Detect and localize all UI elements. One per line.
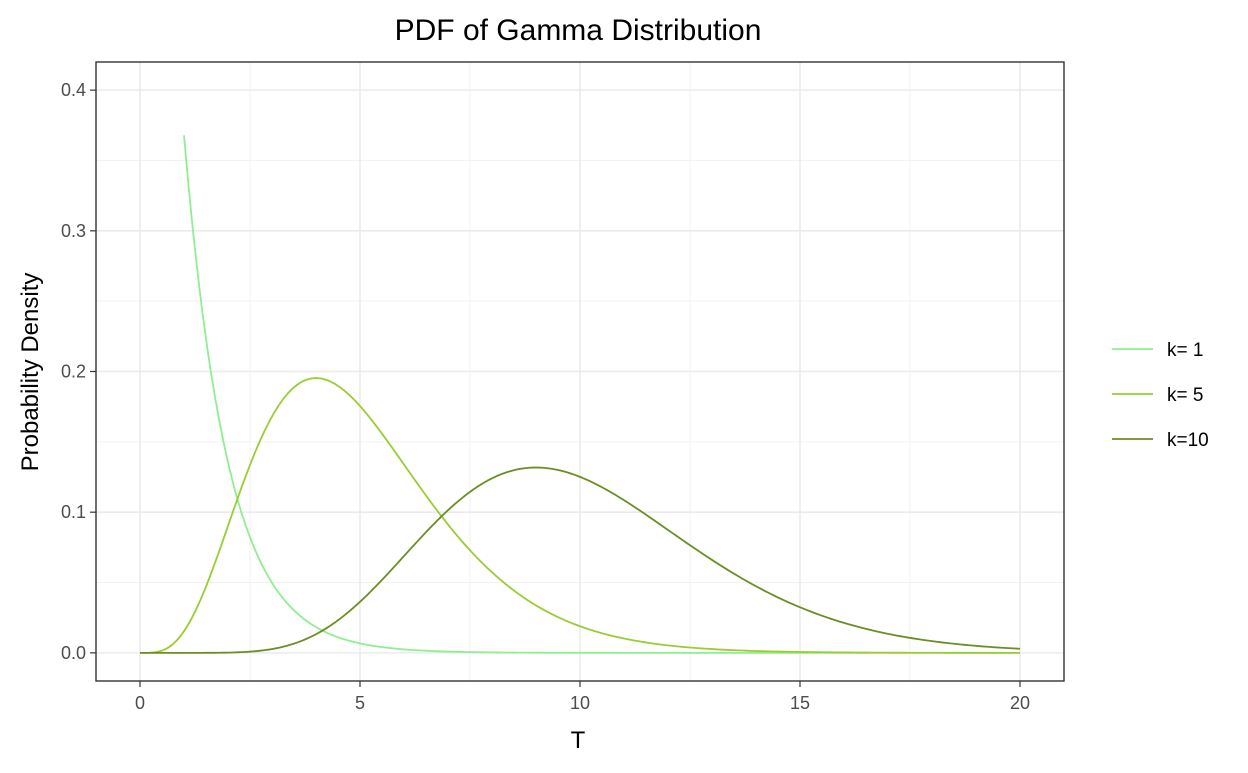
- legend-label: k= 1: [1167, 340, 1203, 361]
- series-line-2: [140, 377, 1020, 654]
- x-axis: 0 5 10 15 20: [135, 681, 1030, 713]
- legend-label: k= 5: [1167, 385, 1203, 406]
- series-line-3: [140, 466, 1021, 654]
- legend-label: k=10: [1167, 430, 1209, 451]
- y-axis-title: Probability Density: [17, 273, 44, 472]
- legend: k= 1 k= 5 k=10: [1112, 340, 1209, 451]
- y-tick-label: 0.0: [61, 643, 86, 663]
- x-tick-label: 15: [790, 693, 810, 713]
- x-axis-title: T: [571, 727, 586, 754]
- x-tick-label: 10: [570, 693, 590, 713]
- x-tick-label: 5: [355, 693, 365, 713]
- chart-title: PDF of Gamma Distribution: [395, 14, 762, 47]
- x-tick-label: 20: [1010, 693, 1030, 713]
- y-tick-label: 0.2: [61, 362, 86, 382]
- y-tick-label: 0.1: [61, 502, 86, 522]
- series-layer: [140, 135, 1021, 654]
- x-tick-label: 0: [135, 693, 145, 713]
- y-axis: 0.0 0.1 0.2 0.3 0.4: [61, 80, 96, 663]
- y-tick-label: 0.4: [61, 80, 86, 100]
- y-tick-label: 0.3: [61, 221, 86, 241]
